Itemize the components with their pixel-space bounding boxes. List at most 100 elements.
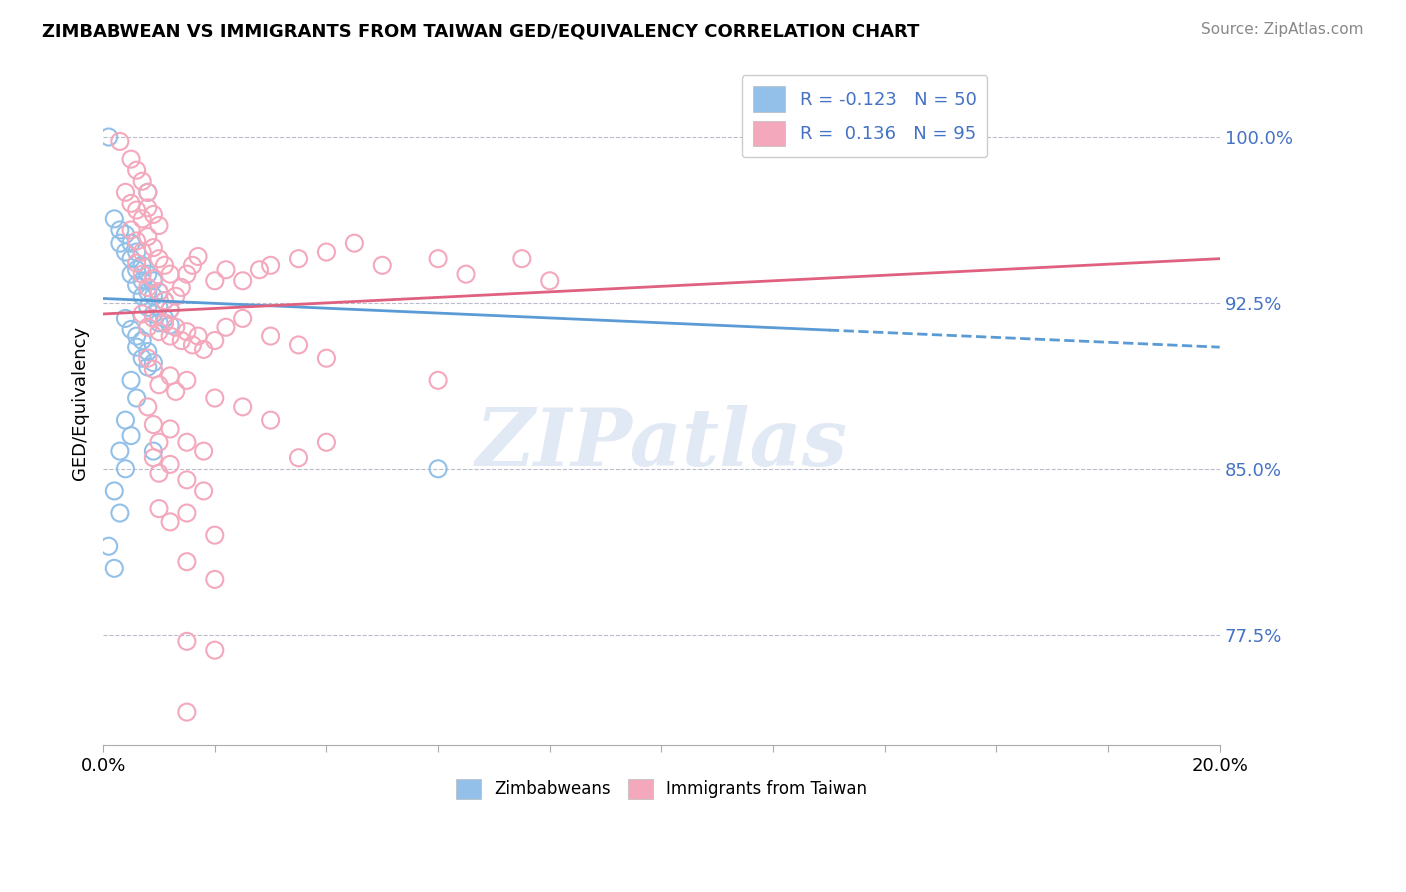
Point bbox=[315, 435, 337, 450]
Point bbox=[538, 274, 561, 288]
Point bbox=[287, 450, 309, 465]
Point bbox=[136, 186, 159, 200]
Point bbox=[159, 422, 181, 436]
Point bbox=[204, 573, 226, 587]
Point bbox=[159, 302, 181, 317]
Point bbox=[159, 458, 181, 472]
Point bbox=[131, 274, 153, 288]
Point bbox=[148, 467, 170, 481]
Point bbox=[131, 211, 153, 226]
Point bbox=[142, 450, 165, 465]
Point bbox=[204, 528, 226, 542]
Point bbox=[153, 311, 176, 326]
Point bbox=[136, 280, 159, 294]
Point bbox=[232, 400, 254, 414]
Point bbox=[125, 329, 148, 343]
Point bbox=[176, 555, 198, 569]
Point bbox=[108, 135, 131, 149]
Point bbox=[176, 506, 198, 520]
Point bbox=[148, 301, 170, 315]
Point bbox=[120, 236, 142, 251]
Point bbox=[187, 329, 209, 343]
Point bbox=[193, 483, 215, 498]
Point bbox=[108, 236, 131, 251]
Point bbox=[114, 462, 136, 476]
Point bbox=[159, 329, 181, 343]
Point bbox=[131, 289, 153, 303]
Point bbox=[176, 267, 198, 281]
Point bbox=[120, 428, 142, 442]
Point bbox=[131, 174, 153, 188]
Point bbox=[136, 320, 159, 334]
Point bbox=[287, 338, 309, 352]
Point bbox=[259, 258, 281, 272]
Point bbox=[232, 311, 254, 326]
Point bbox=[148, 325, 170, 339]
Point bbox=[120, 223, 142, 237]
Point bbox=[103, 561, 125, 575]
Point bbox=[343, 236, 366, 251]
Point bbox=[131, 307, 153, 321]
Point bbox=[131, 267, 153, 281]
Point bbox=[142, 356, 165, 370]
Point bbox=[249, 262, 271, 277]
Point bbox=[165, 289, 187, 303]
Point bbox=[136, 229, 159, 244]
Point bbox=[427, 462, 450, 476]
Point bbox=[103, 483, 125, 498]
Point bbox=[148, 252, 170, 266]
Point bbox=[114, 413, 136, 427]
Point bbox=[142, 311, 165, 326]
Point bbox=[120, 152, 142, 166]
Point bbox=[114, 245, 136, 260]
Point bbox=[142, 207, 165, 221]
Point bbox=[131, 245, 153, 260]
Point bbox=[159, 515, 181, 529]
Point bbox=[204, 334, 226, 348]
Point bbox=[427, 252, 450, 266]
Point bbox=[148, 501, 170, 516]
Text: Source: ZipAtlas.com: Source: ZipAtlas.com bbox=[1201, 22, 1364, 37]
Point bbox=[148, 435, 170, 450]
Point bbox=[136, 344, 159, 359]
Point bbox=[142, 241, 165, 255]
Text: ZIPatlas: ZIPatlas bbox=[475, 405, 848, 483]
Point bbox=[181, 338, 204, 352]
Point bbox=[136, 285, 159, 299]
Point bbox=[125, 262, 148, 277]
Point bbox=[125, 163, 148, 178]
Point bbox=[114, 186, 136, 200]
Point bbox=[142, 444, 165, 458]
Point bbox=[193, 444, 215, 458]
Point bbox=[153, 293, 176, 308]
Point bbox=[176, 705, 198, 719]
Point bbox=[136, 201, 159, 215]
Point bbox=[148, 285, 170, 299]
Point bbox=[97, 130, 120, 145]
Point bbox=[176, 435, 198, 450]
Point bbox=[142, 417, 165, 432]
Point bbox=[136, 351, 159, 366]
Point bbox=[204, 643, 226, 657]
Point bbox=[142, 274, 165, 288]
Text: ZIMBABWEAN VS IMMIGRANTS FROM TAIWAN GED/EQUIVALENCY CORRELATION CHART: ZIMBABWEAN VS IMMIGRANTS FROM TAIWAN GED… bbox=[42, 22, 920, 40]
Point bbox=[165, 384, 187, 399]
Point bbox=[427, 373, 450, 387]
Point bbox=[120, 267, 142, 281]
Point bbox=[454, 267, 477, 281]
Point bbox=[125, 278, 148, 293]
Point bbox=[153, 316, 176, 330]
Point bbox=[181, 258, 204, 272]
Point bbox=[142, 271, 165, 285]
Point bbox=[153, 293, 176, 308]
Point bbox=[159, 318, 181, 332]
Point bbox=[148, 285, 170, 299]
Point bbox=[125, 340, 148, 354]
Point bbox=[108, 444, 131, 458]
Point bbox=[136, 301, 159, 315]
Point bbox=[159, 368, 181, 383]
Point bbox=[232, 274, 254, 288]
Point bbox=[142, 362, 165, 376]
Point bbox=[103, 211, 125, 226]
Point bbox=[131, 334, 153, 348]
